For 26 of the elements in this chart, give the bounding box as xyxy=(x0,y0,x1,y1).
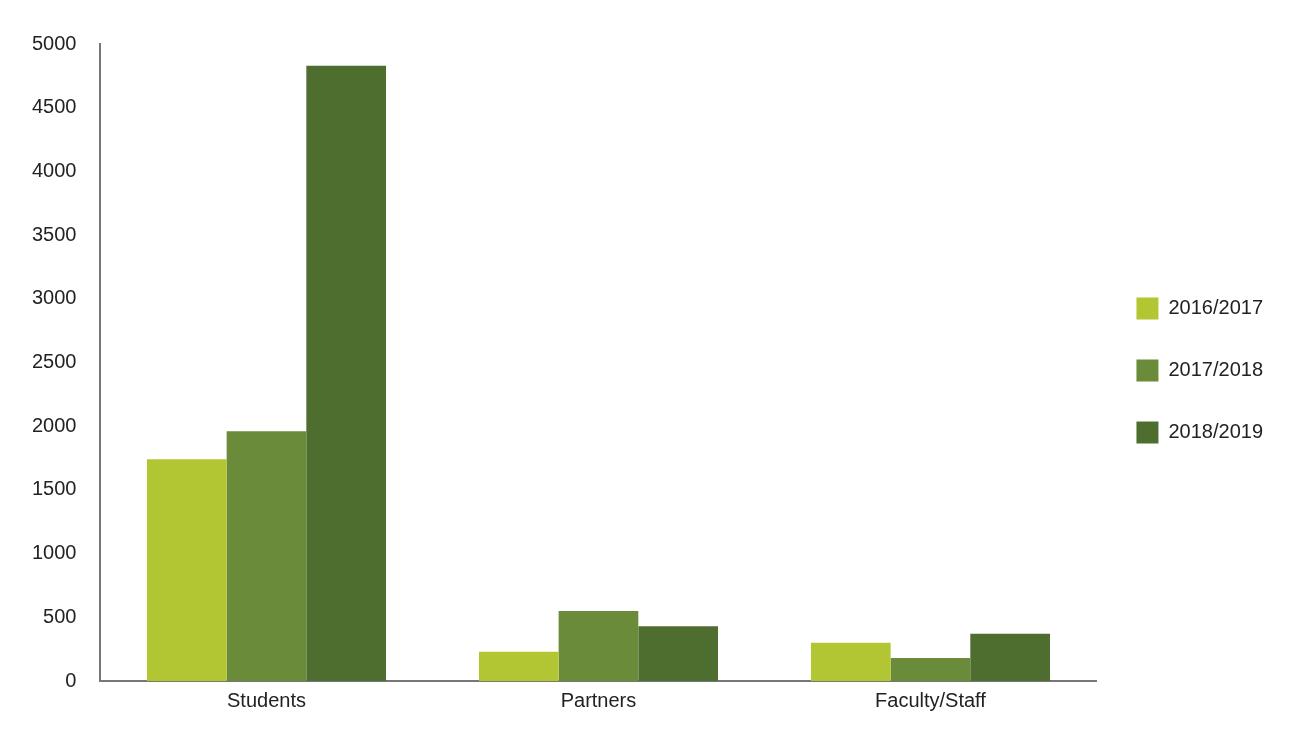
y-tick-label: 3500 xyxy=(31,222,77,245)
legend-label: 2018/2019 xyxy=(1168,420,1264,443)
x-tick-label: Students xyxy=(227,688,306,711)
y-tick-label: 5000 xyxy=(31,31,77,54)
bar xyxy=(970,633,1050,681)
x-tick-label: Faculty/Staff xyxy=(875,688,987,711)
bar xyxy=(478,651,559,681)
y-tick-label: 0 xyxy=(65,668,77,691)
bar xyxy=(146,459,227,681)
bar xyxy=(890,658,971,681)
bar xyxy=(558,610,639,681)
y-tick-label: 2000 xyxy=(31,413,77,436)
x-tick-label: Partners xyxy=(560,688,637,711)
legend-label: 2016/2017 xyxy=(1168,296,1264,319)
y-tick-label: 4000 xyxy=(31,158,77,181)
y-tick-label: 1500 xyxy=(31,477,77,500)
y-tick-label: 1000 xyxy=(31,541,77,564)
y-tick-label: 3000 xyxy=(31,286,77,309)
y-tick-label: 500 xyxy=(43,604,77,627)
y-tick-label: 2500 xyxy=(31,350,77,373)
bar xyxy=(306,65,386,681)
y-tick-label: 4500 xyxy=(31,95,77,118)
bar xyxy=(810,642,891,681)
bar xyxy=(226,431,307,681)
bar xyxy=(638,626,718,681)
legend-label: 2017/2018 xyxy=(1168,358,1264,381)
